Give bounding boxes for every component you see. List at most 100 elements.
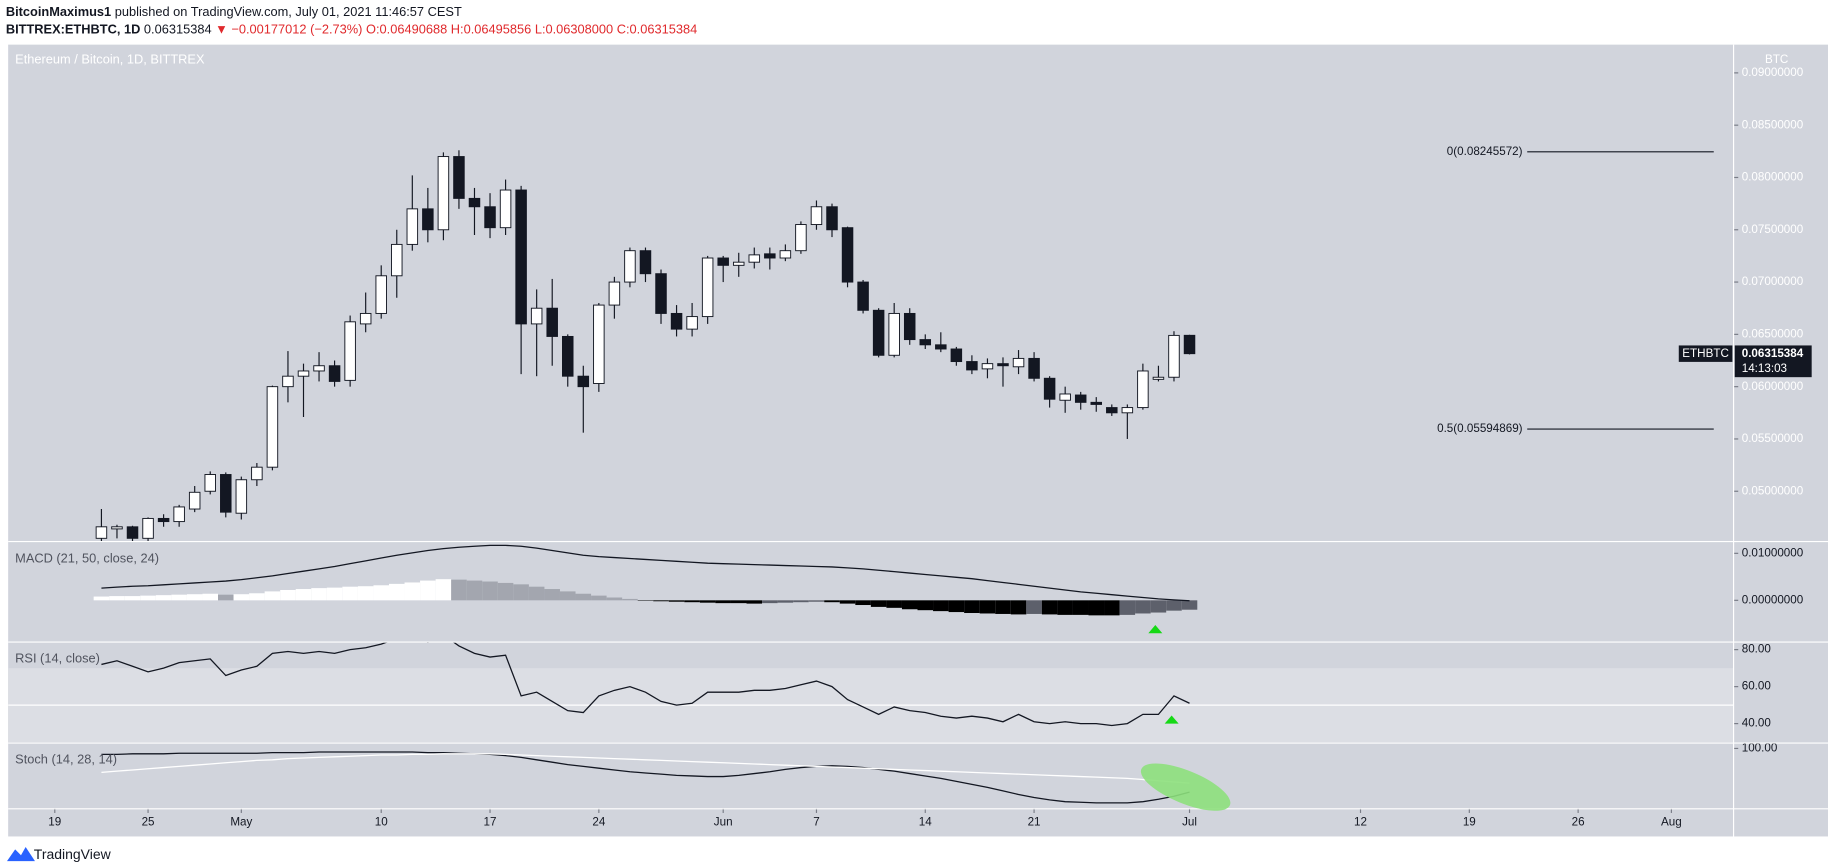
candle-body — [453, 156, 465, 199]
macd-histogram-bar — [249, 593, 265, 601]
macd-histogram-bar — [435, 579, 452, 601]
brand: TradingView — [34, 846, 112, 862]
x-tick-label: 19 — [1463, 815, 1476, 828]
macd-histogram-bar — [1150, 600, 1167, 613]
macd-histogram-bar — [1166, 600, 1182, 611]
macd-histogram-bar — [948, 600, 965, 613]
candle-body — [546, 307, 558, 337]
macd-histogram-bar — [264, 591, 281, 601]
candle-body — [375, 275, 387, 314]
macd-histogram-bar — [933, 600, 949, 612]
symbol: BITTREX:ETHBTC, 1D — [6, 22, 141, 37]
candle-body — [220, 474, 232, 513]
x-tick-label: 19 — [48, 815, 61, 828]
macd-histogram-bar — [855, 600, 871, 606]
candle-body — [157, 517, 170, 523]
plot-layer: Ethereum / Bitcoin, 1D, BITTREX BTC0.0900… — [8, 51, 1812, 828]
x-tick-label: 24 — [592, 815, 605, 828]
x-tick-label: Jun — [714, 815, 733, 828]
macd-histogram-bar — [140, 595, 156, 601]
macd-histogram-bar — [451, 579, 467, 601]
price-pane — [95, 150, 1196, 542]
macd-histogram-bar — [715, 600, 731, 604]
chart-title: Ethereum / Bitcoin, 1D, BITTREX — [15, 51, 205, 66]
candle-body — [468, 197, 481, 208]
candle-body — [981, 363, 994, 370]
macd-histogram-bar — [870, 600, 887, 607]
candle-body — [142, 517, 154, 539]
y-tick-label: 60.00 — [1742, 680, 1772, 693]
candle-body — [235, 479, 248, 514]
macd-histogram-bar — [839, 600, 856, 604]
candle-body — [935, 344, 947, 350]
macd-histogram-bar — [1026, 600, 1042, 614]
macd-histogram-bar — [1181, 600, 1198, 610]
candle-body — [1152, 376, 1165, 380]
macd-histogram-bar — [559, 591, 576, 601]
candle-body — [1028, 357, 1040, 379]
macd-histogram-bar — [808, 600, 825, 602]
candle-body — [1137, 370, 1149, 409]
macd-histogram-bar — [1088, 600, 1105, 616]
macd-histogram-bar — [497, 582, 514, 601]
macd-histogram-bar — [591, 595, 607, 601]
logo-icon — [6, 847, 35, 862]
candle-body — [95, 526, 108, 539]
y-tick-label: 0.07500000 — [1742, 223, 1804, 236]
y-tick-label: 0.00000000 — [1742, 593, 1804, 606]
macd-histogram-bar — [668, 600, 685, 602]
x-tick-label: 21 — [1028, 815, 1041, 828]
macd-histogram-bar — [575, 593, 592, 601]
ohlc: O:0.06490688 H:0.06495856 L:0.06308000 C… — [366, 22, 697, 37]
macd-histogram-bar — [342, 586, 358, 601]
macd-histogram-bar — [171, 594, 187, 601]
candle-body — [966, 361, 978, 371]
candle-body — [795, 224, 807, 252]
macd-histogram-bar — [326, 587, 343, 601]
macd-histogram-bar — [404, 582, 421, 601]
x-tick-label: 12 — [1354, 815, 1367, 828]
candle-body — [577, 375, 590, 388]
candle-body — [530, 307, 543, 325]
candle-body — [655, 273, 667, 314]
y-tick-label: 100.00 — [1742, 741, 1778, 754]
candle-body — [919, 339, 932, 346]
macd-histogram-bar — [373, 585, 389, 601]
indicator-line — [101, 642, 1190, 727]
macd-histogram-bar — [528, 586, 545, 601]
candle-body — [297, 370, 310, 377]
y-tick-label: 0.09000000 — [1742, 66, 1804, 79]
candle-body — [251, 466, 263, 481]
macd-histogram-bar — [699, 600, 716, 603]
candle-body — [204, 474, 216, 492]
macd-histogram-bar — [653, 600, 669, 602]
candle-body — [732, 261, 745, 266]
candle-body — [748, 254, 761, 263]
macd-histogram-bar — [311, 588, 327, 601]
macd-histogram-bar — [420, 580, 436, 601]
candle-body — [1012, 357, 1025, 368]
x-tick-label: Aug — [1661, 815, 1682, 828]
candle-body — [997, 363, 1009, 367]
macd-histogram-bar — [1104, 600, 1120, 616]
x-tick-label: May — [230, 815, 252, 828]
macd-histogram-bar — [1135, 600, 1151, 614]
indicator-title: Stoch (14, 28, 14) — [15, 751, 117, 766]
macd-histogram-bar — [1072, 600, 1089, 615]
y-tick-label: 0.05500000 — [1742, 432, 1804, 445]
fib-label: 0.5(0.05594869) — [1437, 422, 1523, 435]
candle-body — [764, 253, 776, 259]
macd-histogram-bar — [979, 600, 996, 614]
candle-body — [841, 227, 854, 283]
published: published on TradingView.com, July 01, 2… — [115, 4, 462, 19]
macd-histogram-bar — [824, 600, 840, 603]
candle-body — [593, 304, 605, 384]
macd-histogram-bar — [964, 600, 980, 614]
macd-histogram-bar — [917, 600, 934, 611]
macd-histogram-bar — [186, 594, 203, 601]
macd-histogram-bar — [684, 600, 700, 603]
countdown-label: 14:13:03 — [1742, 362, 1787, 375]
indicator-line — [101, 544, 1190, 602]
candle-body — [1043, 377, 1056, 400]
candle-body — [950, 348, 963, 363]
